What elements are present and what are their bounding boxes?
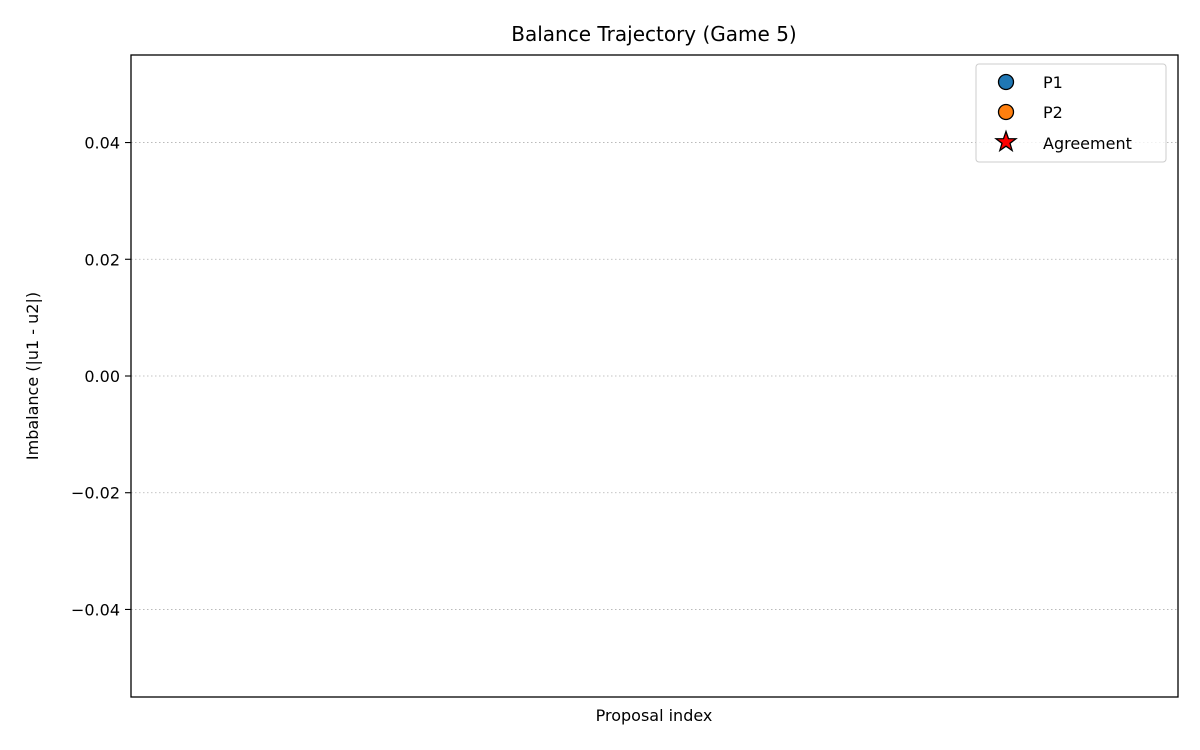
legend-frame — [975, 63, 1167, 163]
y-tick-label: 0.04 — [84, 134, 120, 153]
y-axis-ticks: −0.04 −0.02 0.00 0.02 0.04 — [71, 134, 131, 619]
chart-title: Balance Trajectory (Game 5) — [511, 22, 796, 46]
x-axis-label: Proposal index — [596, 706, 713, 725]
legend: P1 P2 Agreement — [975, 63, 1167, 163]
y-tick-label: −0.02 — [71, 484, 120, 503]
y-tick-label: −0.04 — [71, 600, 120, 619]
legend-p1-marker — [997, 73, 1015, 91]
grid-layer — [131, 142, 1178, 610]
legend-agreement-label: Agreement — [1043, 134, 1132, 153]
legend-p2-marker — [997, 103, 1015, 121]
legend-p2-label: P2 — [1043, 103, 1063, 122]
plot-area-frame — [130, 54, 1179, 698]
y-tick-label: 0.02 — [84, 250, 120, 269]
y-tick-label: 0.00 — [84, 367, 120, 386]
legend-p1-label: P1 — [1043, 73, 1063, 92]
y-axis-label: Imbalance (|u1 - u2|) — [23, 292, 42, 460]
legend-agreement-marker — [994, 129, 1018, 153]
